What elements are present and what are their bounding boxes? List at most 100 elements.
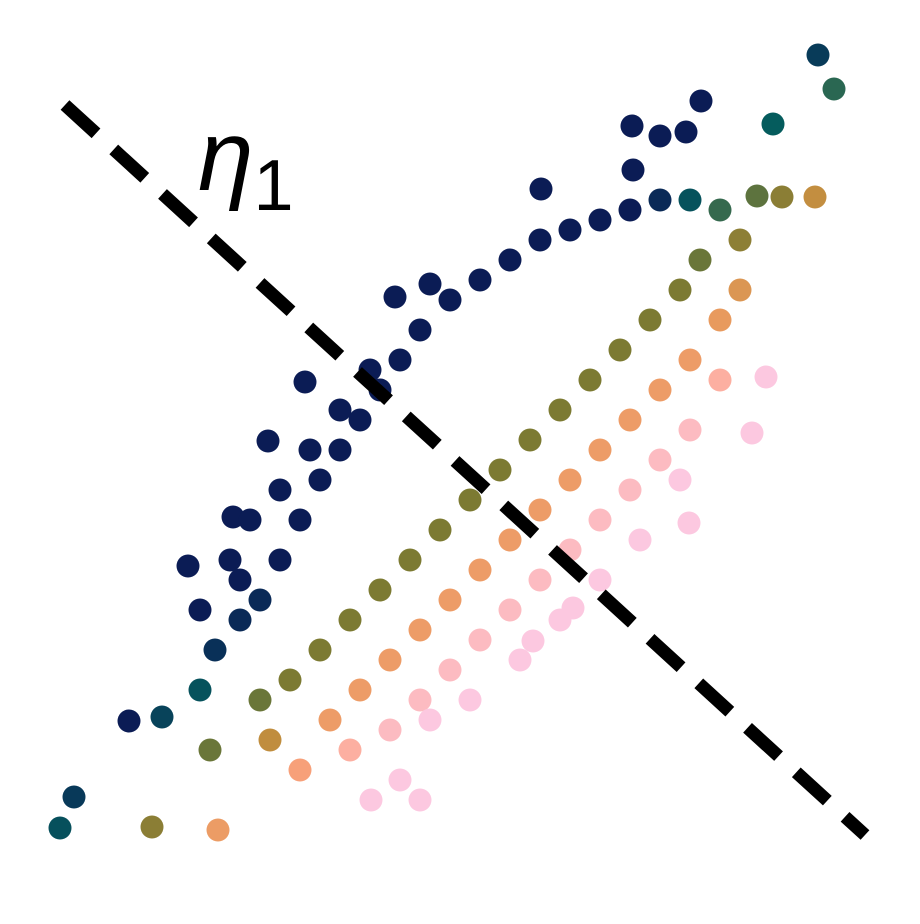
point	[678, 418, 702, 442]
point	[521, 629, 545, 653]
point	[398, 548, 422, 572]
point	[458, 688, 482, 712]
point	[248, 688, 272, 712]
point	[608, 338, 632, 362]
point	[468, 268, 492, 292]
point	[408, 618, 432, 642]
point	[618, 478, 642, 502]
point	[150, 705, 174, 729]
point	[188, 678, 212, 702]
point	[338, 738, 362, 762]
annotations	[60, 100, 870, 840]
dashed-line	[60, 100, 870, 840]
point	[528, 498, 552, 522]
point	[228, 568, 252, 592]
point	[408, 788, 432, 812]
point	[674, 120, 698, 144]
point	[648, 188, 672, 212]
point	[388, 348, 412, 372]
point	[278, 668, 302, 692]
point	[518, 428, 542, 452]
point	[468, 628, 492, 652]
point	[438, 588, 462, 612]
point	[618, 198, 642, 222]
point	[48, 816, 72, 840]
point	[740, 421, 764, 445]
point	[408, 688, 432, 712]
point	[548, 398, 572, 422]
point	[558, 468, 582, 492]
point	[689, 89, 713, 113]
point	[578, 368, 602, 392]
point	[648, 378, 672, 402]
point	[648, 448, 672, 472]
point	[218, 548, 242, 572]
point	[498, 528, 522, 552]
point	[408, 318, 432, 342]
point	[708, 308, 732, 332]
point	[117, 709, 141, 733]
point	[588, 438, 612, 462]
point	[203, 638, 227, 662]
point	[648, 124, 672, 148]
point	[806, 43, 830, 67]
point	[438, 658, 462, 682]
annotation-label: η1	[198, 100, 294, 226]
point	[761, 112, 785, 136]
point	[528, 228, 552, 252]
point	[745, 184, 769, 208]
point	[708, 198, 732, 222]
point	[238, 508, 262, 532]
point	[803, 185, 827, 209]
point	[221, 505, 245, 529]
annotation-text: η	[198, 100, 254, 212]
point	[618, 408, 642, 432]
point	[418, 272, 442, 296]
point	[708, 368, 732, 392]
point	[268, 478, 292, 502]
point	[668, 278, 692, 302]
point	[368, 578, 392, 602]
point	[206, 818, 230, 842]
point	[438, 288, 462, 312]
point	[548, 608, 572, 632]
point	[558, 218, 582, 242]
point	[348, 408, 372, 432]
point	[668, 468, 692, 492]
point	[383, 285, 407, 309]
point	[628, 528, 652, 552]
point	[328, 438, 352, 462]
point	[458, 488, 482, 512]
point	[258, 728, 282, 752]
point	[508, 648, 532, 672]
point	[528, 568, 552, 592]
point	[678, 188, 702, 212]
point	[822, 77, 846, 101]
point	[754, 365, 778, 389]
point	[498, 248, 522, 272]
point	[378, 718, 402, 742]
point	[378, 648, 402, 672]
point	[588, 208, 612, 232]
point	[728, 228, 752, 252]
point	[318, 708, 342, 732]
point	[188, 598, 212, 622]
point	[588, 568, 612, 592]
point	[228, 608, 252, 632]
point	[308, 638, 332, 662]
point	[268, 548, 292, 572]
point	[688, 248, 712, 272]
point	[198, 738, 222, 762]
point	[498, 598, 522, 622]
point	[418, 708, 442, 732]
point	[293, 370, 317, 394]
points	[48, 43, 846, 842]
point	[428, 518, 452, 542]
point	[288, 508, 312, 532]
point	[620, 114, 644, 138]
point	[529, 177, 553, 201]
point	[62, 785, 86, 809]
point	[140, 815, 164, 839]
point	[248, 588, 272, 612]
